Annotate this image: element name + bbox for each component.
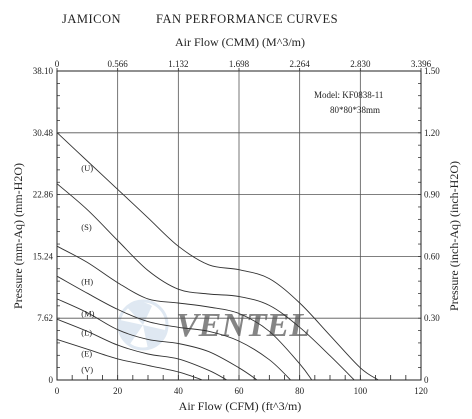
x-tick-label: 80 bbox=[295, 386, 305, 396]
y-right-tick-label: 0.30 bbox=[424, 313, 440, 323]
x-top-tick-label: 3.396 bbox=[411, 59, 432, 69]
x-top-tick-label: 1.698 bbox=[229, 59, 250, 69]
x-tick-label: 60 bbox=[235, 386, 245, 396]
y-axis-title: Pressure (mm-Aq) (mm-H2O) bbox=[11, 163, 25, 309]
curve-label-h: (H) bbox=[81, 276, 93, 286]
curve-h bbox=[56, 245, 313, 381]
x-tick-label: 0 bbox=[55, 386, 60, 396]
x-axis-top-title: Air Flow (CMM) (M^3/m) bbox=[175, 35, 305, 49]
x-top-tick-label: 1.132 bbox=[168, 59, 188, 69]
x-top-tick-label: 2.830 bbox=[350, 59, 371, 69]
curve-label-s: (S) bbox=[81, 222, 92, 232]
fan-logo-icon bbox=[117, 299, 169, 351]
curve-label-u: (U) bbox=[81, 163, 93, 173]
x-top-tick-label: 2.264 bbox=[290, 59, 311, 69]
y-right-tick-label: 1.20 bbox=[424, 128, 440, 138]
x-tick-label: 20 bbox=[113, 386, 123, 396]
brand-text: JAMICON bbox=[62, 12, 121, 26]
tick-labels: 00200.566401.132601.698802.2641002.83012… bbox=[33, 59, 441, 396]
x-top-tick-label: 0 bbox=[55, 59, 60, 69]
size-annotation: 80*80*38mm bbox=[330, 105, 380, 115]
ventel-watermark: VENTEL bbox=[117, 299, 310, 351]
curve-label-v: (V) bbox=[81, 365, 93, 375]
watermark-text: VENTEL bbox=[176, 307, 310, 344]
y-right-tick-label: 1.50 bbox=[424, 66, 440, 76]
grid bbox=[56, 68, 422, 381]
curve-label-e: (E) bbox=[81, 348, 92, 358]
x-top-tick-label: 0.566 bbox=[108, 59, 129, 69]
curve-e bbox=[56, 318, 228, 381]
curve-s bbox=[56, 183, 355, 381]
y-tick-label: 38.10 bbox=[33, 66, 54, 76]
y-right-tick-label: 0 bbox=[424, 375, 429, 385]
curve-l bbox=[56, 298, 258, 381]
curve-m bbox=[56, 275, 291, 381]
chart-title: FAN PERFORMANCE CURVES bbox=[156, 12, 338, 26]
y-axis-right-title: Pressure (inch-Aq) (inch-H2O) bbox=[447, 161, 461, 311]
y-tick-label: 15.24 bbox=[33, 251, 54, 261]
y-right-tick-label: 0.60 bbox=[424, 251, 440, 261]
y-right-tick-label: 0.90 bbox=[424, 190, 440, 200]
curve-label-m: (M) bbox=[81, 309, 94, 319]
model-annotation: Model: KF0838-11 bbox=[314, 90, 383, 100]
y-tick-label: 22.86 bbox=[33, 190, 54, 200]
curve-label-l: (L) bbox=[81, 327, 92, 337]
x-tick-label: 120 bbox=[414, 386, 428, 396]
x-tick-label: 40 bbox=[174, 386, 184, 396]
y-tick-label: 7.62 bbox=[37, 313, 53, 323]
curve-u bbox=[56, 132, 379, 381]
x-tick-label: 100 bbox=[354, 386, 368, 396]
y-tick-label: 30.48 bbox=[33, 128, 54, 138]
x-axis-title: Air Flow (CFM) (ft^3/m) bbox=[179, 399, 302, 413]
y-tick-label: 0 bbox=[49, 375, 54, 385]
curves: (U) (S) (H) (M) (L) (E) (V) bbox=[56, 132, 379, 381]
curve-v bbox=[56, 338, 203, 381]
